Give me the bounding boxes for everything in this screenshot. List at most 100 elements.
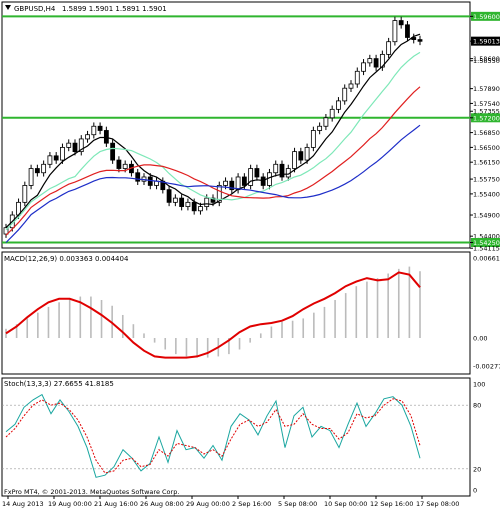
candle-body: [229, 180, 235, 191]
stoch-title: Stoch(13,3,3) 27.6655 41.8185: [4, 380, 114, 388]
time-axis-label: 2 Sep 16:00: [232, 500, 271, 508]
price-axis-label: 1.56150: [473, 159, 500, 167]
candle-body: [373, 58, 379, 68]
time-axis-label: 19 Aug 00:00: [48, 500, 92, 508]
candle-body: [298, 151, 304, 161]
price-axis-label: 1.58550: [473, 57, 500, 65]
price-axis-label: 1.55750: [473, 176, 500, 184]
candle-body: [28, 168, 34, 186]
price-axis-label: 1.54115: [473, 245, 500, 253]
price-axis-label: 1.57890: [473, 85, 500, 93]
price-tag-bg: [471, 238, 500, 248]
candle-body: [342, 87, 348, 102]
macd-axis-label: -0.002775: [473, 363, 500, 371]
candle-body: [361, 62, 366, 72]
candle-body: [386, 41, 392, 55]
time-axis-label: 21 Aug 16:00: [94, 500, 138, 508]
stoch-axis-label: 0: [473, 487, 477, 495]
stoch-panel: [1, 377, 471, 497]
candle-body: [348, 83, 354, 89]
price-axis-label: 1.54400: [473, 233, 500, 241]
candle-body: [91, 125, 97, 136]
price-axis-label: 1.56850: [473, 129, 500, 137]
time-axis-label: 26 Aug 08:00: [140, 500, 184, 508]
macd-signal-line: [5, 271, 421, 359]
moving-average-line: [5, 86, 421, 236]
candle-body: [103, 130, 109, 144]
price-axis-label: 1.58600: [473, 55, 500, 63]
moving-average-line: [5, 124, 421, 243]
candle-body: [367, 58, 373, 64]
price-axis-label: 1.57540: [473, 100, 500, 108]
candle-body: [135, 172, 141, 182]
candle-body: [110, 142, 116, 161]
price-axis-label: 1.59600: [473, 13, 500, 21]
candle-body: [204, 197, 210, 207]
candle-body: [405, 24, 410, 38]
macd-title: MACD(12,26,9) 0.003363 0.004404: [4, 255, 129, 263]
candle-body: [60, 146, 65, 161]
candle-body: [254, 168, 260, 178]
stoch-axis-label: 100: [473, 381, 485, 389]
price-axis-label: 1.57200: [473, 114, 500, 122]
candle-body: [22, 185, 28, 203]
candle-body: [417, 39, 423, 42]
candle-body: [329, 108, 335, 119]
copyright-footer: FxPro MT4, © 2001-2013. MetaQuotes Softw…: [4, 488, 179, 496]
time-axis-label: 14 Aug 2013: [2, 500, 44, 508]
candle-body: [317, 125, 323, 131]
candle-body: [216, 185, 222, 203]
stoch-axis-label: 80: [473, 402, 481, 410]
candle-body: [273, 163, 279, 174]
time-axis-label: 10 Sep 00:00: [324, 500, 367, 508]
candle-body: [85, 134, 90, 140]
candle-body: [241, 176, 247, 186]
time-axis-label: 12 Sep 16:00: [370, 500, 413, 508]
candle-body: [392, 20, 398, 43]
macd-axis-label: 0.006613: [473, 255, 500, 263]
candle-body: [260, 176, 266, 186]
candle-body: [122, 163, 128, 169]
price-axis-label: 1.56500: [473, 144, 500, 152]
candle-body: [179, 197, 185, 207]
candle-body: [198, 206, 203, 212]
candle-body: [398, 20, 404, 26]
candle-body: [191, 201, 197, 212]
candle-body: [3, 227, 9, 235]
candle-body: [235, 176, 241, 191]
candle-body: [304, 146, 310, 161]
candle-body: [323, 117, 329, 127]
time-axis-label: 29 Aug 00:00: [186, 500, 230, 508]
candle-body: [72, 142, 78, 153]
candle-body: [248, 168, 254, 186]
price-axis-label: 1.54250: [473, 239, 500, 247]
price-axis-label: 1.54900: [473, 212, 500, 220]
macd-panel: [1, 251, 471, 375]
candle-body: [336, 100, 341, 110]
candle-body: [310, 130, 316, 148]
price-panel: [1, 1, 471, 249]
chart-symbol: GBPUSD,H4: [14, 5, 56, 13]
candle-body: [292, 151, 297, 169]
candle-body: [97, 125, 103, 131]
candle-body: [116, 159, 122, 169]
candle-body: [78, 138, 84, 153]
chart-ohlc: 1.5899 1.5901 1.5891 1.5901: [62, 5, 167, 13]
candle-body: [210, 197, 216, 203]
candle-body: [354, 70, 360, 85]
candle-body: [53, 155, 59, 161]
candle-body: [34, 168, 40, 174]
chart-arrow-icon: [5, 5, 11, 10]
candle-body: [166, 189, 172, 203]
stoch-main-line: [5, 393, 421, 478]
candle-body: [172, 197, 178, 203]
macd-axis-label: 0.00: [473, 335, 487, 343]
moving-average-line: [5, 51, 421, 231]
candle-body: [267, 172, 272, 186]
moving-average-line: [5, 33, 421, 229]
price-axis-label: 1.55400: [473, 190, 500, 198]
candle-body: [66, 142, 72, 148]
price-tag-bg: [471, 113, 500, 123]
